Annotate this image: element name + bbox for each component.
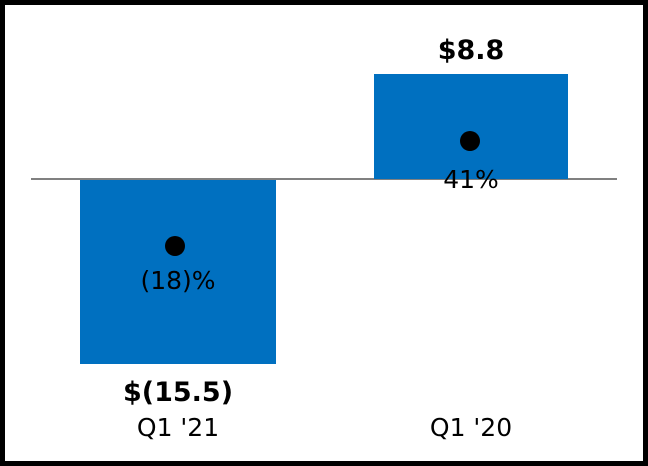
marker-dot-q1-20	[460, 131, 480, 151]
percent-label-q1-20: 41%	[443, 165, 499, 194]
marker-dot-q1-21	[165, 236, 185, 256]
category-label-q1-21: Q1 '21	[136, 413, 220, 442]
percent-label-q1-21: (18)%	[140, 266, 216, 295]
category-label-q1-20: Q1 '20	[429, 413, 513, 442]
value-label-q1-21: $(15.5)	[122, 377, 234, 408]
bar-q1-21	[80, 180, 276, 364]
bar-q1-20	[374, 74, 568, 179]
zero-baseline	[31, 178, 617, 180]
value-label-q1-20: $8.8	[437, 35, 505, 66]
